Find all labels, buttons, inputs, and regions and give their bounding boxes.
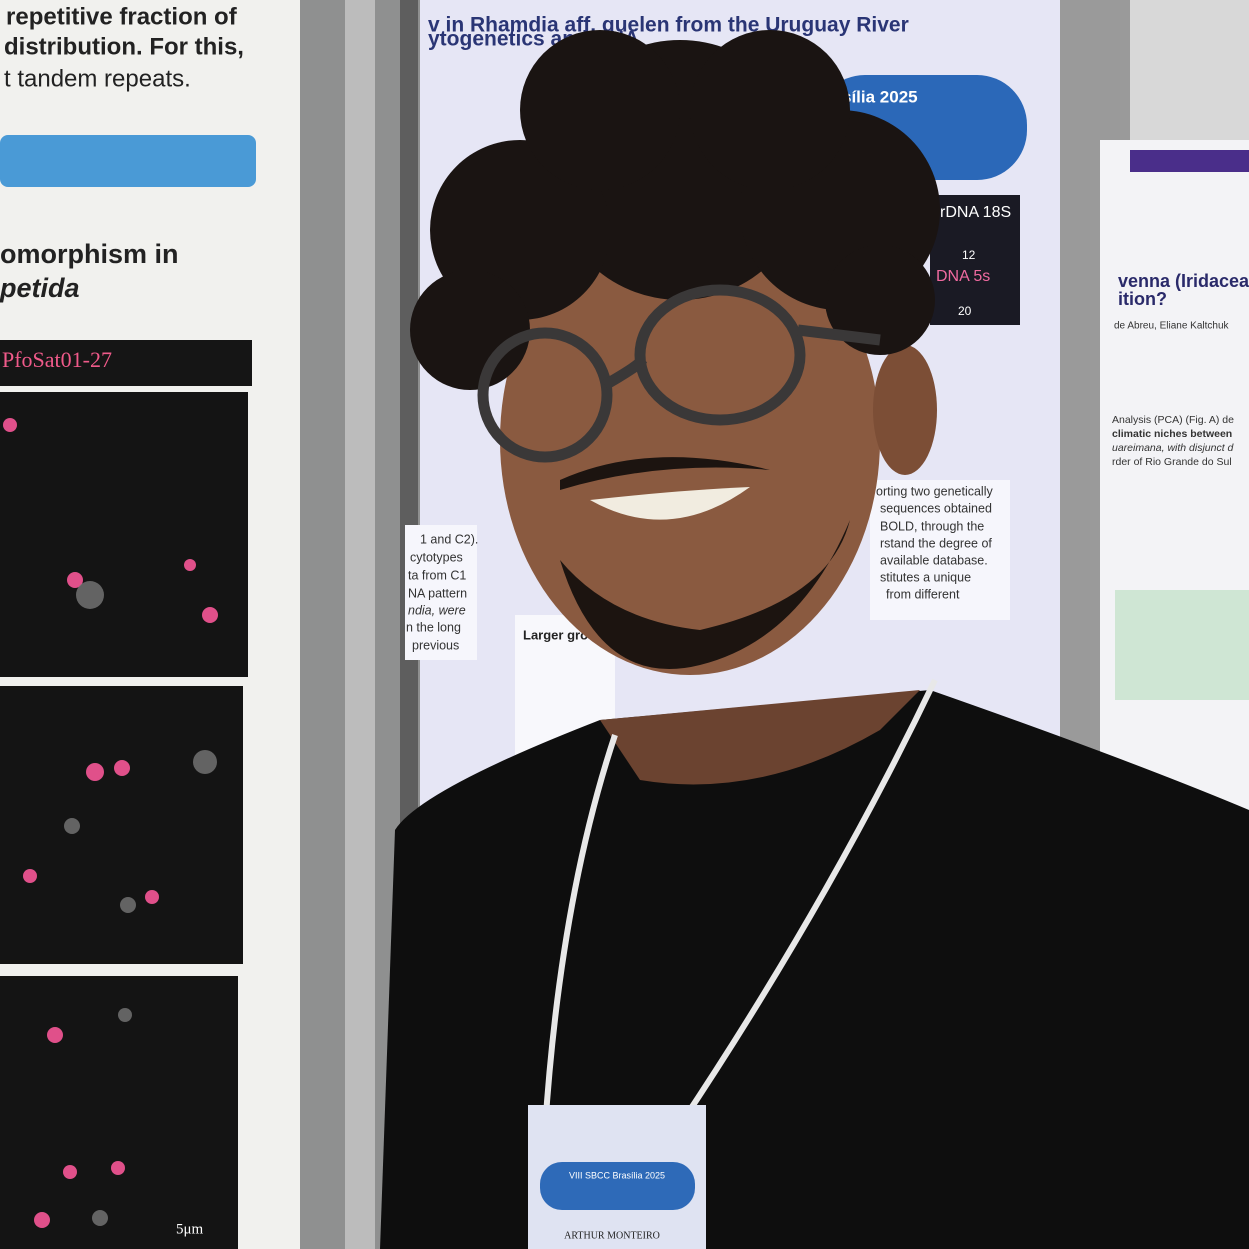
ear <box>873 345 937 475</box>
blue-bar <box>0 135 256 187</box>
figure-label: 20 <box>958 304 972 318</box>
poster-text: ta from C1 <box>408 568 466 582</box>
micrograph <box>0 392 248 677</box>
text-box <box>870 480 1010 620</box>
poster-text: from different <box>886 587 960 601</box>
poster-text: distribution. For this, <box>4 33 244 60</box>
figure-label: DNA 5s <box>936 268 990 285</box>
badge-banner <box>540 1162 695 1210</box>
micrograph <box>0 686 243 964</box>
scale-bar: 5μm <box>176 1221 204 1237</box>
neck <box>600 690 920 785</box>
mustache <box>560 457 770 490</box>
poster-text: rder of Rio Grande do Sul <box>1112 456 1232 468</box>
map-figure <box>1115 590 1249 700</box>
poster-text: available database. <box>880 553 988 567</box>
wall <box>1130 0 1249 140</box>
poster-text: orting two genetically <box>876 484 993 498</box>
poster-text: stitutes a unique <box>880 570 971 584</box>
text-box <box>405 525 477 660</box>
poster-body: orting two genetically sequences obtaine… <box>406 484 993 652</box>
beard <box>560 520 850 670</box>
badge-event: VIII SBCC Brasília 2025 <box>569 1170 665 1180</box>
poster-title: venna (Iridaceae <box>1118 271 1249 291</box>
lanyard <box>542 678 938 1131</box>
poster-heading: omorphism in <box>0 239 179 269</box>
poster-text: uareimana, with disjunct d <box>1112 442 1235 454</box>
poster-title: ition? <box>1118 289 1167 309</box>
poster-text: cytotypes <box>410 550 463 564</box>
shirt <box>380 690 1249 1249</box>
poster-title: v in Rhamdia aff. quelen from the Urugua… <box>428 14 909 37</box>
figure-title: Larger gro <box>523 627 588 642</box>
chromosomes <box>64 581 217 1226</box>
figure <box>930 195 1020 325</box>
micrograph <box>0 976 238 1249</box>
poster-text: BOLD, through the <box>880 519 984 533</box>
poster-text: NA pattern <box>408 586 467 600</box>
panel-label: PfoSat01-27 <box>2 347 112 372</box>
poster-text: Analysis (PCA) (Fig. A) de <box>1112 414 1234 426</box>
smile <box>590 487 750 520</box>
chromosome-signals <box>3 418 218 1228</box>
poster-stripe <box>1130 150 1249 172</box>
poster-heading: petida <box>0 273 80 303</box>
figure-label: 12 <box>962 248 976 262</box>
poster-text: rstand the degree of <box>880 536 992 550</box>
poster-text: sequences obtained <box>880 501 992 515</box>
poster-text: 1 and C2). <box>420 532 478 546</box>
poster-text: climatic niches between <box>1112 428 1232 440</box>
poster-authors: de Abreu, Eliane Kaltchuk <box>1114 321 1230 332</box>
panel-header <box>0 340 252 386</box>
poster-text: n the long <box>406 620 461 634</box>
figure-label: rDNA 18S <box>940 204 1011 221</box>
poster-text: ndia, were <box>408 603 466 617</box>
poster-text: repetitive fraction of <box>6 3 238 30</box>
poster-text: t tandem repeats. <box>4 65 191 92</box>
glasses <box>477 284 881 463</box>
banner-text: sília 2025 <box>842 87 918 106</box>
poster-text: previous <box>412 638 459 652</box>
pole-highlight <box>345 0 375 1249</box>
hair <box>410 30 940 390</box>
right-poster <box>1100 140 1249 840</box>
badge-name: ARTHUR MONTEIRO <box>564 1230 660 1241</box>
